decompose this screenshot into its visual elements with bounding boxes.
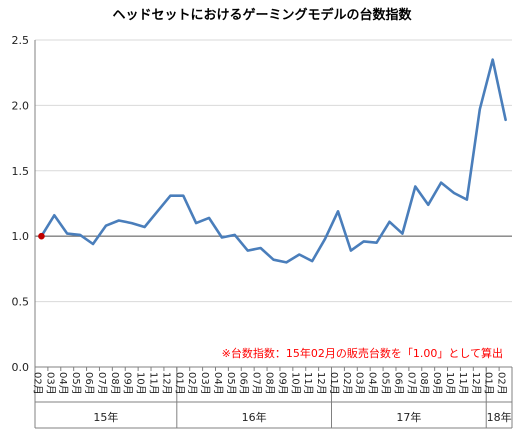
x-tick-label: 09月 — [122, 372, 134, 395]
gridlines — [35, 39, 512, 303]
x-tick-label: 06月 — [392, 372, 404, 395]
year-label: 15年 — [93, 410, 118, 424]
x-tick-label: 03月 — [199, 372, 211, 395]
x-tick-label: 10月 — [135, 372, 147, 395]
y-tick-label: 1.5 — [12, 165, 30, 178]
x-tick-label: 12月 — [315, 372, 327, 395]
x-tick-label: 05月 — [70, 372, 82, 395]
x-tick-label: 07月 — [251, 372, 263, 395]
x-tick-label: 09月 — [431, 372, 443, 395]
x-tick-label: 08月 — [418, 372, 430, 395]
y-tick-labels: 0.0 0.5 1.0 1.5 2.0 2.5 — [12, 34, 30, 374]
x-tick-label: 05月 — [225, 372, 237, 395]
x-tick-label: 01月 — [328, 372, 340, 395]
x-tick-label: 02月 — [31, 372, 43, 395]
x-tick-label: 11月 — [302, 372, 314, 395]
x-tick-label: 06月 — [238, 372, 250, 395]
series-line — [40, 58, 507, 264]
chart-title: ヘッドセットにおけるゲーミングモデルの台数指数 — [112, 7, 412, 23]
x-tick-label: 08月 — [264, 372, 276, 395]
x-tick-label: 01月 — [483, 372, 495, 395]
x-tick-label: 02月 — [341, 372, 353, 395]
axes — [34, 40, 513, 429]
y-tick-label: 0.5 — [12, 296, 30, 309]
x-tick-labels: 02月 03月 04月 05月 06月 07月 08月 09月 10月 11月 12月 01月 02月 0… — [31, 372, 507, 395]
x-tick-label: 07月 — [96, 372, 108, 395]
base-point-marker — [38, 232, 45, 240]
x-tick-label: 04月 — [212, 372, 224, 395]
y-tick-label: 2.0 — [12, 99, 30, 112]
series — [38, 58, 507, 264]
y-tick-label: 0.0 — [12, 361, 30, 374]
year-labels: 15年 16年 17年 18年 — [93, 410, 511, 424]
x-tick-label: 09月 — [276, 372, 288, 395]
x-tick-label: 11月 — [147, 372, 159, 395]
x-tick-label: 11月 — [457, 372, 469, 395]
x-tick-label: 02月 — [496, 372, 508, 395]
y-tick-label: 2.5 — [12, 34, 30, 47]
x-tick-label: 10月 — [444, 372, 456, 395]
x-tick-label: 12月 — [160, 372, 172, 395]
x-tick-label: 12月 — [470, 372, 482, 395]
year-label: 16年 — [242, 410, 267, 424]
year-label: 17年 — [396, 410, 421, 424]
x-tick-label: 05月 — [380, 372, 392, 395]
x-tick-label: 07月 — [405, 372, 417, 395]
x-tick-label: 03月 — [44, 372, 56, 395]
x-tick-label: 02月 — [186, 372, 198, 395]
x-tick-label: 06月 — [83, 372, 95, 395]
x-tick-label: 04月 — [367, 372, 379, 395]
x-tick-label: 03月 — [354, 372, 366, 395]
x-tick-label: 10月 — [289, 372, 301, 395]
y-tick-label: 1.0 — [12, 230, 30, 243]
year-label: 18年 — [487, 410, 512, 424]
x-tick-label: 04月 — [57, 372, 69, 395]
chart-annotation: ※台数指数：15年02月の販売台数を「1.00」として算出 — [222, 346, 503, 360]
x-tick-label: 08月 — [109, 372, 121, 395]
x-tick-label: 01月 — [173, 372, 185, 395]
